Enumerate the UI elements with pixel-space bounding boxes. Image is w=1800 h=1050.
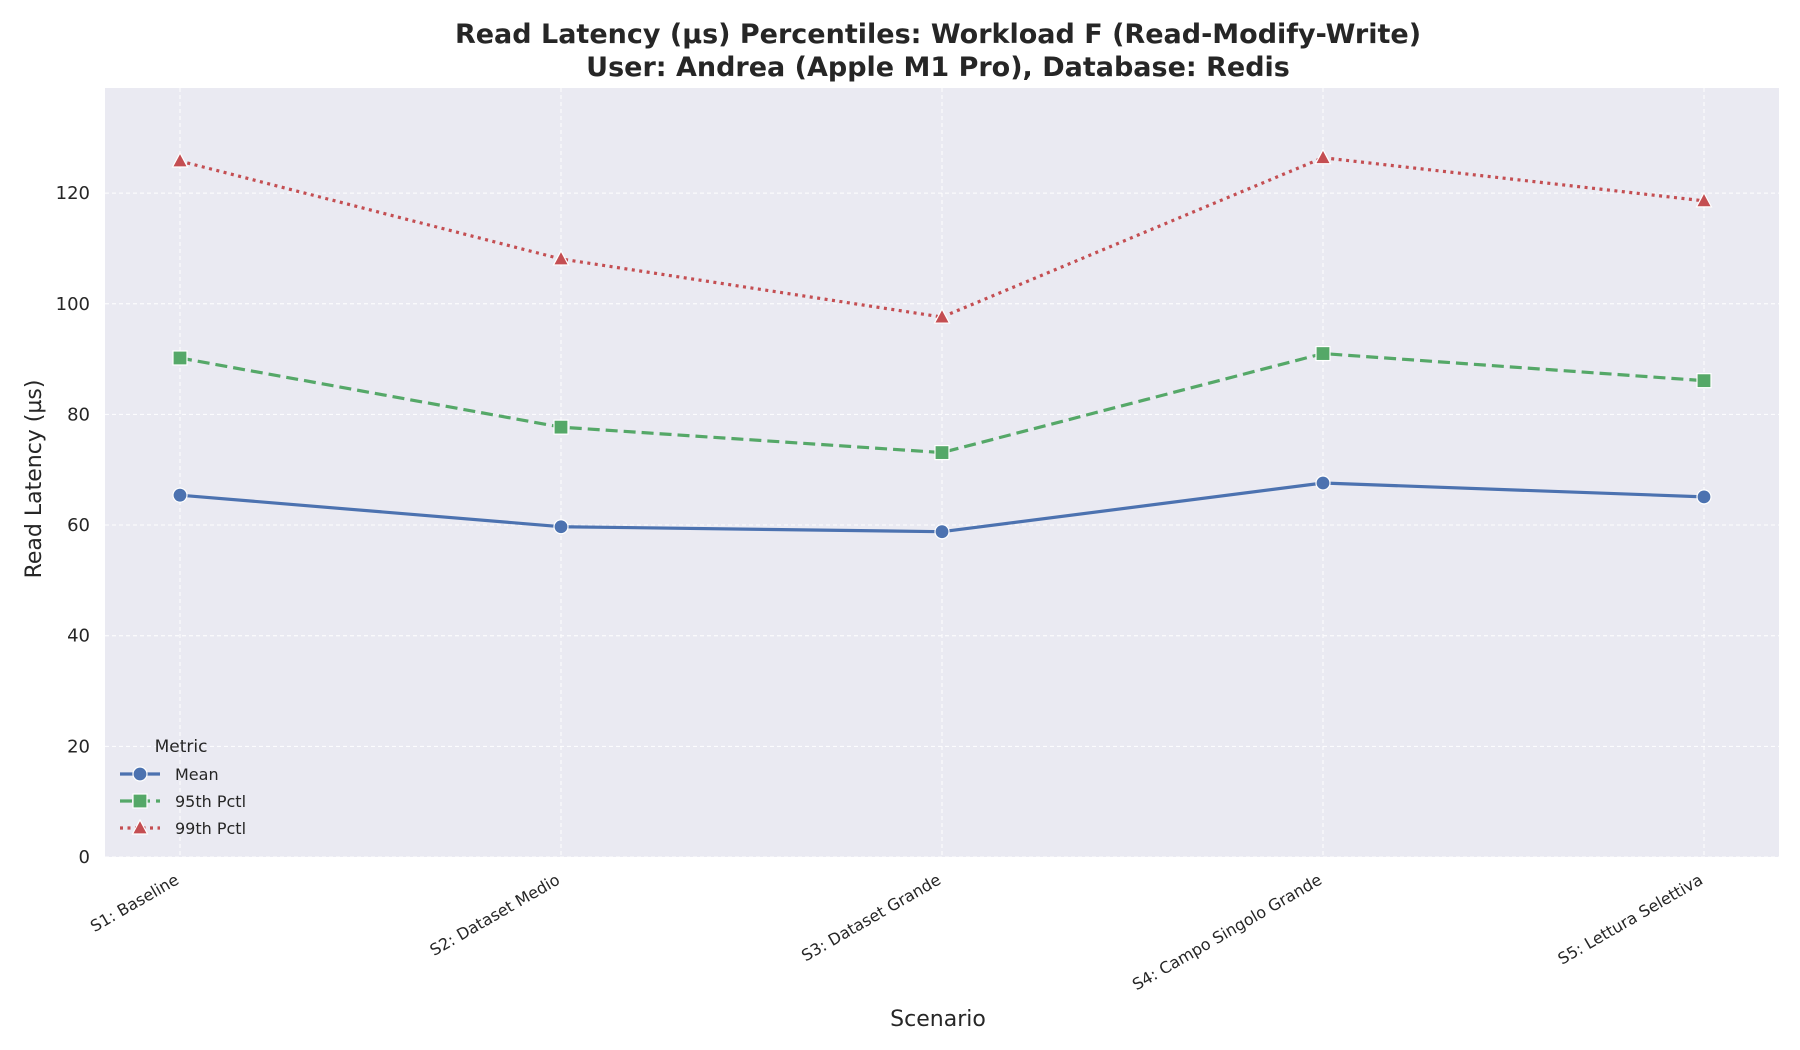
x-tick-label: S3: Dataset Grande bbox=[798, 870, 944, 965]
data-point-95th-pctl bbox=[172, 350, 188, 366]
data-point-mean bbox=[553, 519, 569, 535]
data-point-95th-pctl bbox=[553, 419, 569, 435]
data-point-mean bbox=[1315, 475, 1331, 491]
data-point-mean bbox=[172, 487, 188, 503]
data-point-99th-pctl bbox=[1695, 191, 1713, 208]
legend-marker-99th-pctl bbox=[131, 818, 149, 835]
data-point-99th-pctl bbox=[1314, 148, 1332, 165]
series-95th-pctl bbox=[172, 345, 1712, 461]
y-ticks: 0 20 40 60 80 100 120 bbox=[56, 183, 90, 868]
y-axis-label: Read Latency (µs) bbox=[22, 380, 47, 579]
y-tick-label: 20 bbox=[67, 736, 90, 757]
y-tick-label: 0 bbox=[79, 847, 90, 868]
y-tick-label: 120 bbox=[56, 183, 90, 204]
legend-title: Metric bbox=[155, 737, 208, 757]
chart-title-line1: Read Latency (µs) Percentiles: Workload … bbox=[455, 19, 1421, 50]
series-line-95th-pctl bbox=[179, 351, 1705, 455]
y-tick-label: 40 bbox=[67, 626, 90, 647]
x-tick-label: S5: Lettura Selettiva bbox=[1554, 870, 1706, 968]
legend-marker-mean bbox=[132, 766, 148, 782]
data-point-mean bbox=[934, 524, 950, 540]
x-tick-label: S1: Baseline bbox=[87, 870, 182, 936]
series-layer bbox=[171, 148, 1713, 540]
data-point-99th-pctl bbox=[552, 249, 570, 266]
x-tick-label: S4: Campo Singolo Grande bbox=[1129, 870, 1325, 994]
data-point-mean bbox=[1696, 489, 1712, 505]
legend-label-mean: Mean bbox=[175, 765, 219, 784]
legend-marker-95th-pctl bbox=[132, 793, 148, 809]
y-tick-label: 100 bbox=[56, 294, 90, 315]
data-point-95th-pctl bbox=[1696, 373, 1712, 389]
data-point-95th-pctl bbox=[934, 444, 950, 461]
legend: Metric Mean 95th Pctl 99th Pctl bbox=[120, 737, 246, 838]
legend-label-99th-pctl: 99th Pctl bbox=[175, 819, 246, 838]
data-point-99th-pctl bbox=[171, 151, 189, 168]
series-99th-pctl bbox=[171, 148, 1713, 324]
x-axis-label: Scenario bbox=[890, 1007, 986, 1032]
y-tick-label: 80 bbox=[67, 404, 90, 425]
legend-label-95th-pctl: 95th Pctl bbox=[175, 792, 246, 811]
data-point-95th-pctl bbox=[1315, 345, 1331, 362]
x-ticks: S1: Baseline S2: Dataset Medio S3: Dataset… bbox=[87, 870, 1706, 994]
chart-title-line2: User: Andrea (Apple M1 Pro), Database: R… bbox=[586, 52, 1290, 83]
x-tick-label: S2: Dataset Medio bbox=[427, 870, 563, 960]
y-tick-label: 60 bbox=[67, 515, 90, 536]
data-point-99th-pctl bbox=[933, 307, 951, 324]
series-mean bbox=[172, 475, 1712, 540]
grid bbox=[105, 88, 1779, 858]
